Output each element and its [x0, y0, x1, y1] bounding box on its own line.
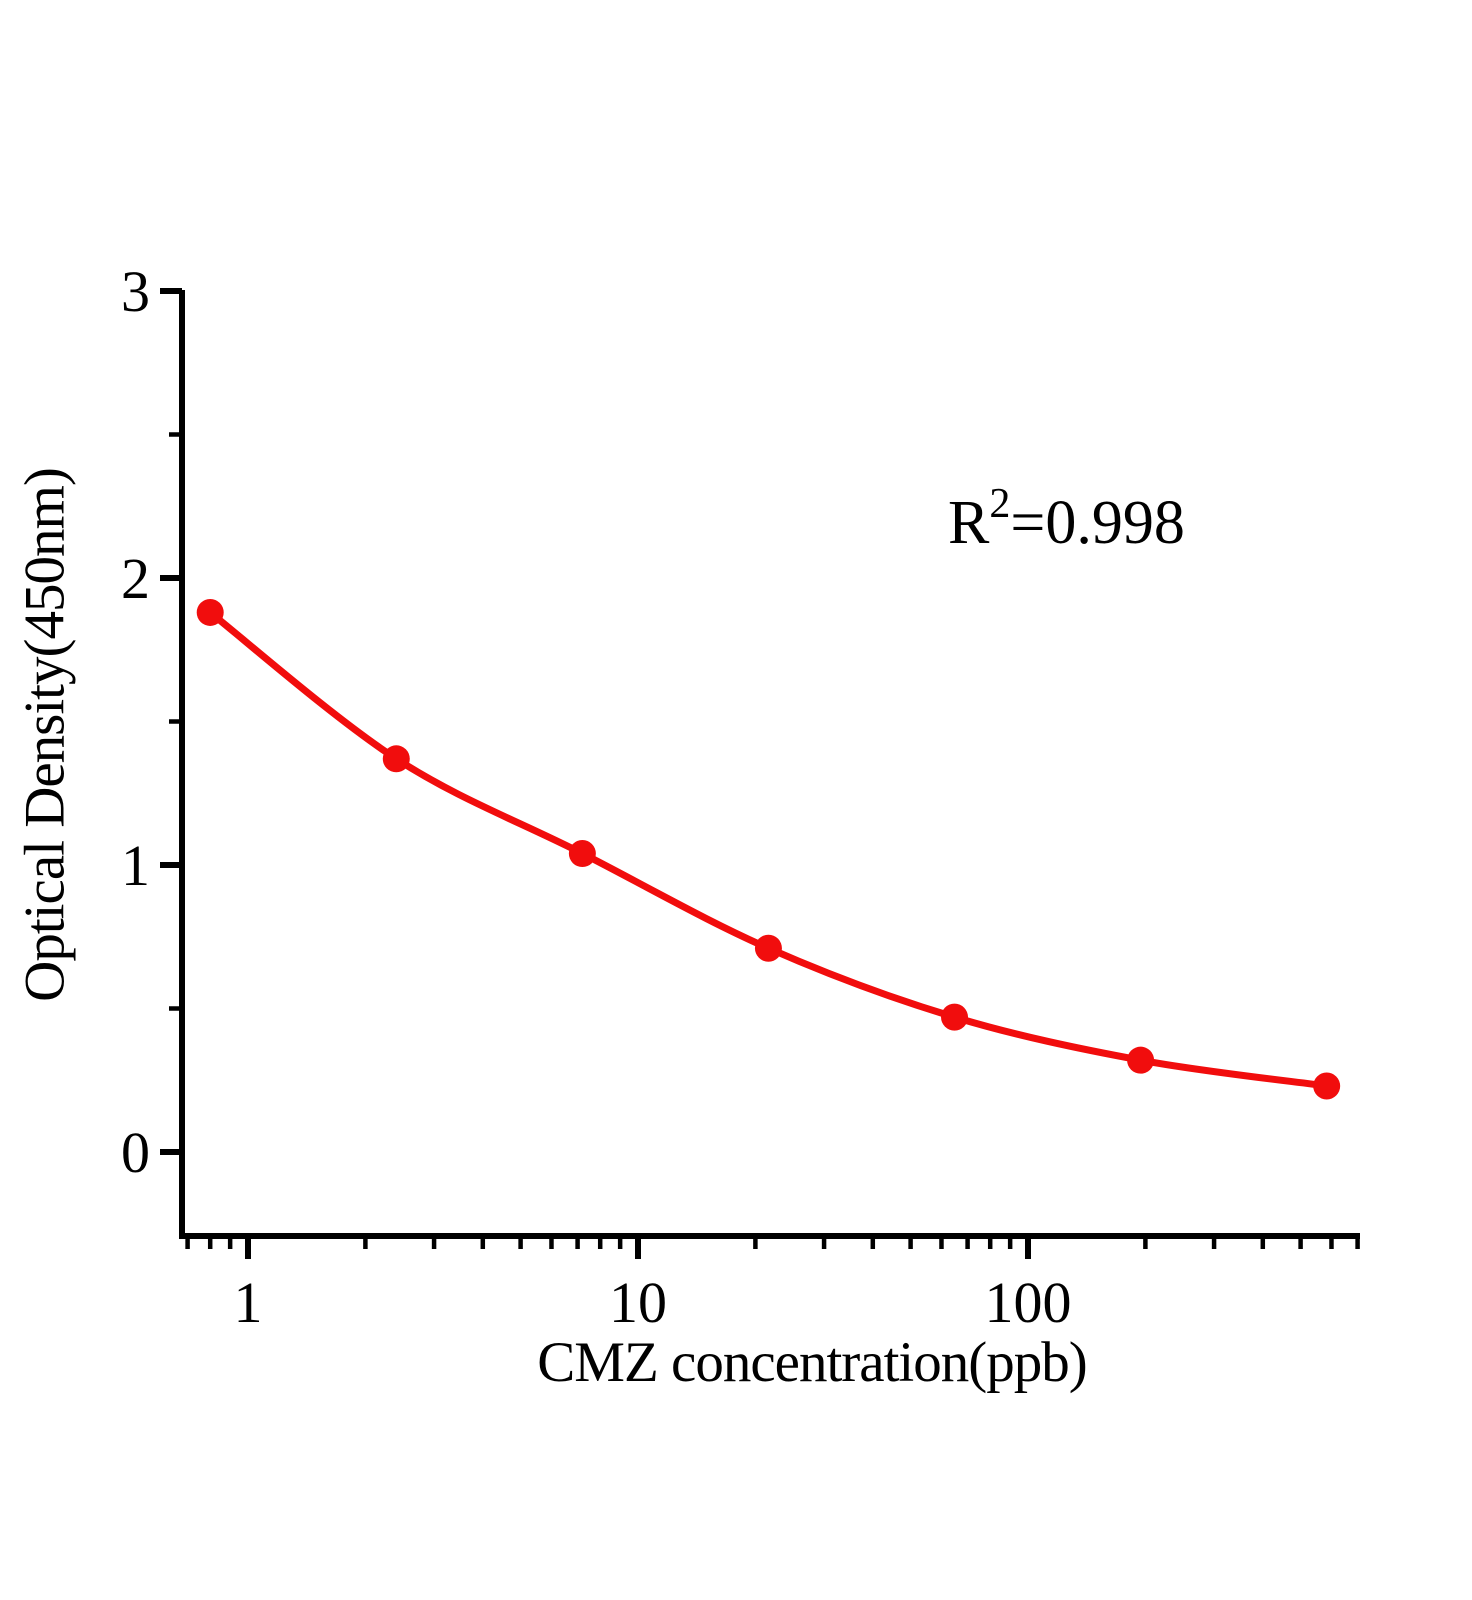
x-axis-title: CMZ concentration(ppb)	[537, 1331, 1087, 1394]
data-point	[196, 598, 224, 626]
data-point	[941, 1003, 969, 1031]
r-squared-base: R	[948, 489, 990, 557]
fit-curve	[206, 608, 1331, 1090]
data-point	[568, 840, 596, 868]
data-point	[1313, 1072, 1341, 1100]
r-squared-annotation: R2=0.998	[948, 483, 1185, 557]
y-tick-label: 1	[121, 833, 150, 898]
y-tick-label: 2	[121, 546, 150, 611]
data-point	[382, 745, 410, 773]
y-tick-label: 0	[121, 1120, 150, 1185]
y-axis-title: Optical Density(450nm)	[13, 468, 77, 1002]
y-tick-label: 3	[121, 259, 150, 324]
data-point	[1127, 1046, 1155, 1074]
r-squared-exponent: 2	[989, 481, 1011, 527]
x-tick-label: 10	[609, 1270, 667, 1335]
data-point	[754, 934, 782, 962]
r-squared-value: =0.998	[1010, 489, 1185, 557]
x-tick-label: 1	[234, 1270, 263, 1335]
x-tick-label: 100	[985, 1270, 1072, 1335]
